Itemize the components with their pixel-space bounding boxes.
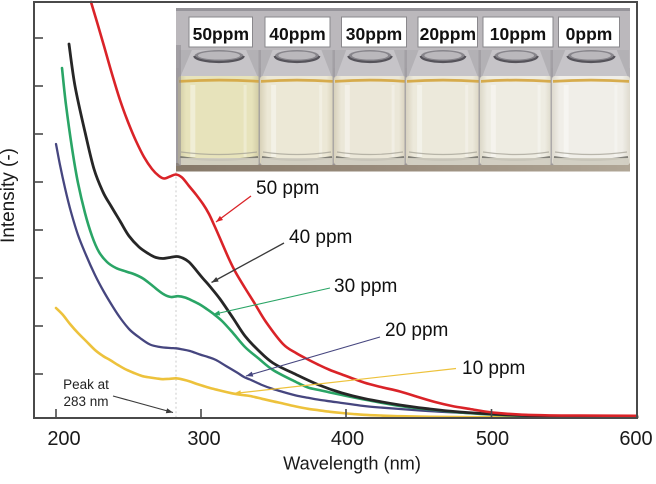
svg-text:30ppm: 30ppm — [346, 24, 402, 44]
svg-text:10 ppm: 10 ppm — [462, 358, 525, 379]
svg-text:400: 400 — [331, 428, 364, 450]
svg-text:300: 300 — [187, 428, 220, 450]
svg-text:20 ppm: 20 ppm — [385, 320, 448, 341]
svg-text:Peak at: Peak at — [63, 377, 109, 392]
svg-text:50 ppm: 50 ppm — [256, 178, 319, 199]
svg-text:Wavelength (nm): Wavelength (nm) — [283, 454, 421, 474]
svg-text:30 ppm: 30 ppm — [334, 276, 397, 297]
svg-text:10ppm: 10ppm — [490, 24, 546, 44]
svg-text:20ppm: 20ppm — [420, 24, 476, 44]
svg-text:40ppm: 40ppm — [269, 24, 325, 44]
svg-text:0ppm: 0ppm — [566, 24, 613, 44]
svg-text:500: 500 — [476, 428, 509, 450]
svg-text:50ppm: 50ppm — [193, 24, 249, 44]
svg-text:283 nm: 283 nm — [63, 394, 108, 409]
svg-text:600: 600 — [619, 428, 652, 450]
svg-text:Intensity (-): Intensity (-) — [0, 148, 19, 243]
svg-text:40 ppm: 40 ppm — [289, 227, 352, 248]
svg-text:200: 200 — [47, 428, 80, 450]
